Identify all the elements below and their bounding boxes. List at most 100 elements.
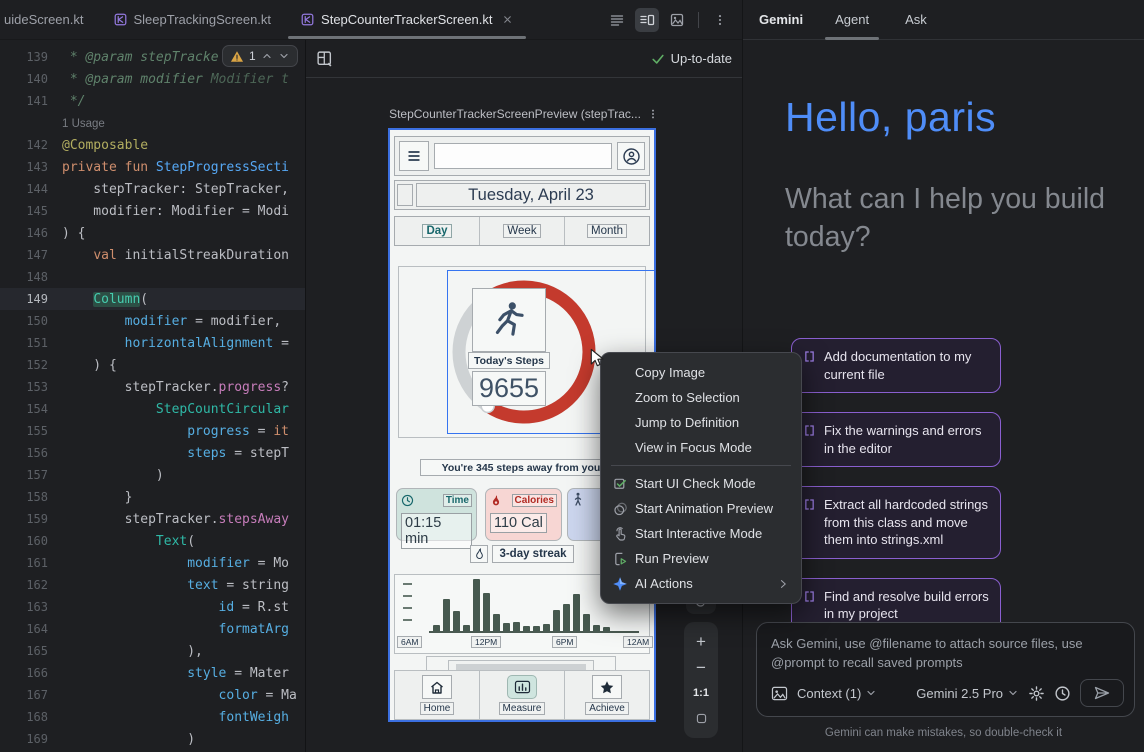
- code-line: 161 modifier = Mo: [26, 555, 289, 571]
- gemini-prompt-input[interactable]: Ask Gemini, use @filename to attach sour…: [756, 622, 1135, 717]
- code-line: 153 stepTracker.progress?: [26, 379, 289, 395]
- chart-bar: [523, 626, 530, 631]
- send-icon: [1093, 685, 1111, 701]
- x-axis-label: 12PM: [471, 636, 502, 648]
- zoom-scale-label[interactable]: 1:1: [693, 687, 709, 699]
- ai-actions-icon: [612, 576, 628, 592]
- code-line: 157 ): [26, 467, 164, 483]
- editor-tab-uidescreen-kt[interactable]: uideScreen.kt: [0, 0, 99, 39]
- menu-item-label: Zoom to Selection: [635, 390, 740, 405]
- preview-title: StepCounterTrackerScreenPreview (stepTra…: [389, 107, 641, 121]
- inspection-widget[interactable]: 1: [222, 45, 298, 67]
- menu-item-jump-to-definition[interactable]: Jump to Definition: [601, 410, 801, 435]
- warning-icon: [230, 50, 244, 63]
- code-line: 143 private fun StepProgressSecti: [26, 159, 289, 175]
- more-options-icon[interactable]: [708, 8, 732, 32]
- chevron-up-icon[interactable]: [261, 50, 273, 62]
- chart-bar: [503, 623, 510, 631]
- code-line: 154 StepCountCircular: [26, 401, 289, 417]
- code-line: 168 fontWeigh: [26, 709, 289, 725]
- history-icon[interactable]: [1054, 685, 1071, 702]
- send-button[interactable]: [1080, 679, 1124, 707]
- zoom-fit-button[interactable]: [688, 706, 714, 730]
- gemini-tab-agent[interactable]: Agent: [825, 0, 880, 40]
- chart-bar: [443, 599, 450, 631]
- kebab-menu-icon[interactable]: [647, 107, 659, 121]
- clock-icon: [401, 494, 414, 507]
- code-line: 141 */: [26, 93, 86, 109]
- animation-icon: [612, 501, 628, 516]
- chart-bar: [433, 625, 440, 631]
- code-line: 147 val initialStreakDuration: [26, 247, 289, 263]
- split-view-icon[interactable]: [635, 7, 659, 32]
- code-line: 148: [26, 270, 48, 284]
- menu-item-run-preview[interactable]: Run Preview: [601, 546, 801, 571]
- design-view-icon[interactable]: [665, 8, 689, 32]
- x-axis-label: 6AM: [397, 636, 423, 648]
- component-selection-box: [447, 270, 654, 434]
- menu-item-start-ui-check-mode[interactable]: Start UI Check Mode: [601, 471, 801, 496]
- stat-card-calories: Calories 110 Cal: [485, 488, 562, 541]
- build-status: Up-to-date: [651, 51, 732, 66]
- suggestion-card[interactable]: Add documentation to my current file: [791, 338, 1001, 393]
- gemini-disclaimer: Gemini can make mistakes, so double-chec…: [824, 727, 1063, 739]
- menu-item-copy-image[interactable]: Copy Image: [601, 360, 801, 385]
- gemini-panel: Gemini Agent Ask Hello, paris What can I …: [742, 0, 1144, 752]
- layout-editor-icon[interactable]: [316, 50, 333, 67]
- chart-bar: [473, 579, 480, 631]
- chart-bar: [593, 625, 600, 631]
- menu-item-start-interactive-mode[interactable]: Start Interactive Mode: [601, 521, 801, 546]
- chart-bar: [533, 626, 540, 631]
- editor-tab-bar: uideScreen.kt SleepTrackingScreen.kt StepC…: [0, 0, 742, 40]
- chart-bar: [483, 593, 490, 631]
- attach-image-icon[interactable]: [771, 686, 788, 701]
- warning-count: 1: [249, 49, 256, 63]
- zoom-out-button[interactable]: −: [696, 658, 706, 677]
- prompt-placeholder: Ask Gemini, use @filename to attach sour…: [771, 636, 1083, 670]
- gear-icon[interactable]: [1028, 685, 1045, 702]
- menu-item-zoom-to-selection[interactable]: Zoom to Selection: [601, 385, 801, 410]
- device-period-tabs: Day Week Month: [394, 216, 650, 246]
- x-axis-label: 6PM: [552, 636, 578, 648]
- steps-away-text: You're 345 steps away from your: [420, 459, 626, 476]
- code-line: 139 * @param stepTracke: [26, 49, 219, 65]
- prompt-icon: [803, 350, 816, 363]
- gemini-subtitle: What can I help you build today?: [785, 183, 1106, 253]
- gemini-tab-ask[interactable]: Ask: [905, 12, 927, 27]
- hamburger-icon: [406, 149, 422, 163]
- code-view-icon[interactable]: [605, 8, 629, 32]
- editor-tab-stepcountertrackerscreen-kt[interactable]: StepCounterTrackerScreen.kt: [286, 0, 527, 39]
- nav-item-achieve: Achieve: [565, 671, 649, 719]
- editor-view-toolbar: [605, 0, 742, 39]
- context-dropdown[interactable]: Context (1): [797, 686, 877, 701]
- device-search-field: [434, 143, 612, 169]
- device-bottom-nav: Home Measure Achieve: [394, 670, 650, 720]
- device-date-bar: Tuesday, April 23: [394, 180, 650, 210]
- menu-item-start-animation-preview[interactable]: Start Animation Preview: [601, 496, 801, 521]
- suggestion-card[interactable]: Fix the warnings and errors in the edito…: [791, 412, 1001, 467]
- date-label: Tuesday, April 23: [416, 183, 646, 207]
- close-icon[interactable]: [502, 14, 513, 25]
- menu-item-label: Copy Image: [635, 365, 706, 380]
- chevron-down-icon: [865, 687, 877, 699]
- code-line: 162 text = string: [26, 577, 289, 593]
- model-dropdown[interactable]: Gemini 2.5 Pro: [916, 686, 1019, 701]
- steps-value: 9655: [472, 371, 546, 406]
- date-spacer: [397, 184, 413, 206]
- code-line: 142 @Composable: [26, 137, 149, 153]
- editor-tab-sleeptrackingscreen-kt[interactable]: SleepTrackingScreen.kt: [99, 0, 287, 39]
- y-axis-tick: [403, 595, 412, 597]
- zoom-in-button[interactable]: +: [696, 632, 706, 651]
- chevron-down-icon: [1007, 687, 1019, 699]
- clipped-button-fill: [456, 664, 586, 670]
- code-line: 155 progress = it: [26, 423, 289, 439]
- code-editor[interactable]: 139 * @param stepTracke 140 * @param modi…: [0, 40, 306, 752]
- chart-bar: [603, 627, 610, 631]
- device-tab-day: Day: [395, 217, 480, 245]
- menu-item-view-in-focus-mode[interactable]: View in Focus Mode: [601, 435, 801, 460]
- fire-icon: [490, 494, 502, 507]
- suggestion-card[interactable]: Extract all hardcoded strings from this …: [791, 486, 1001, 559]
- code-line: 152 ) {: [26, 357, 117, 373]
- menu-item-ai-actions[interactable]: AI Actions: [601, 571, 801, 596]
- chevron-down-icon[interactable]: [278, 50, 290, 62]
